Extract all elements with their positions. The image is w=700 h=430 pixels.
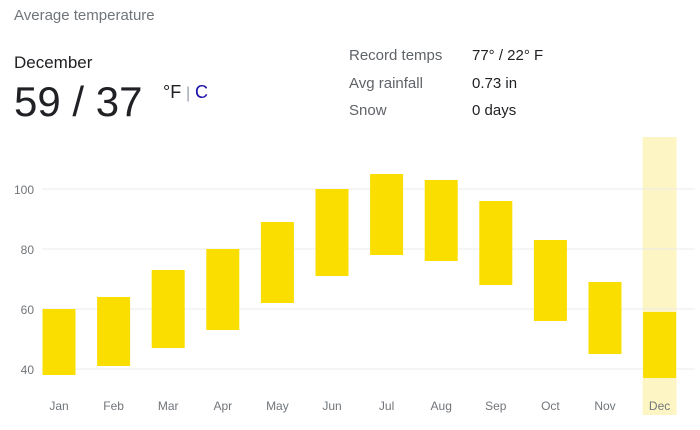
- x-tick-label[interactable]: Mar: [158, 399, 179, 413]
- stat-label: Snow: [349, 102, 387, 119]
- temperature-bar[interactable]: [479, 201, 513, 285]
- x-tick-label[interactable]: Oct: [541, 399, 560, 413]
- x-tick-label[interactable]: Sep: [485, 399, 507, 413]
- temperature-bar[interactable]: [151, 270, 185, 348]
- temperature-bar[interactable]: [206, 249, 240, 330]
- y-tick-label: 80: [21, 243, 35, 257]
- unit-f[interactable]: °F: [163, 82, 181, 102]
- temperature-bar[interactable]: [97, 297, 131, 366]
- temperature-bar[interactable]: [588, 282, 622, 354]
- temperature-bar[interactable]: [315, 189, 349, 276]
- stat-value: 77° / 22° F: [472, 47, 543, 64]
- x-tick-label[interactable]: Feb: [103, 399, 124, 413]
- x-tick-label[interactable]: May: [266, 399, 289, 413]
- temperature-bar[interactable]: [643, 312, 677, 378]
- temperature-bar[interactable]: [260, 222, 294, 303]
- stat-value: 0 days: [472, 102, 516, 119]
- x-tick-label[interactable]: Dec: [649, 399, 670, 413]
- chart: 40 60 80 100 Jan Feb Mar Apr May Jun Jul Aug Sep Oct N…: [14, 137, 695, 415]
- x-tick-label[interactable]: Nov: [594, 399, 615, 413]
- x-tick-label[interactable]: Jul: [379, 399, 394, 413]
- y-tick-label: 40: [21, 363, 35, 377]
- stat-value: 0.73 in: [472, 75, 517, 92]
- stat-label: Avg rainfall: [349, 75, 423, 92]
- temperature-bar[interactable]: [370, 174, 404, 255]
- x-tick-label[interactable]: Jun: [322, 399, 341, 413]
- unit-c[interactable]: C: [195, 82, 208, 102]
- y-tick-label: 60: [21, 303, 35, 317]
- temperature-bar[interactable]: [42, 309, 76, 375]
- stat-label: Record temps: [349, 47, 442, 64]
- widget-title: Average temperature: [14, 7, 155, 24]
- x-tick-label[interactable]: Jan: [49, 399, 68, 413]
- temperature-bar[interactable]: [533, 240, 567, 321]
- temperature-bar[interactable]: [424, 180, 458, 261]
- x-tick-label[interactable]: Apr: [213, 399, 232, 413]
- x-tick-label[interactable]: Aug: [431, 399, 452, 413]
- y-tick-label: 100: [14, 183, 34, 197]
- temperature: 59 / 37: [14, 78, 142, 125]
- month: December: [14, 53, 93, 72]
- unit-separator: |: [186, 85, 190, 102]
